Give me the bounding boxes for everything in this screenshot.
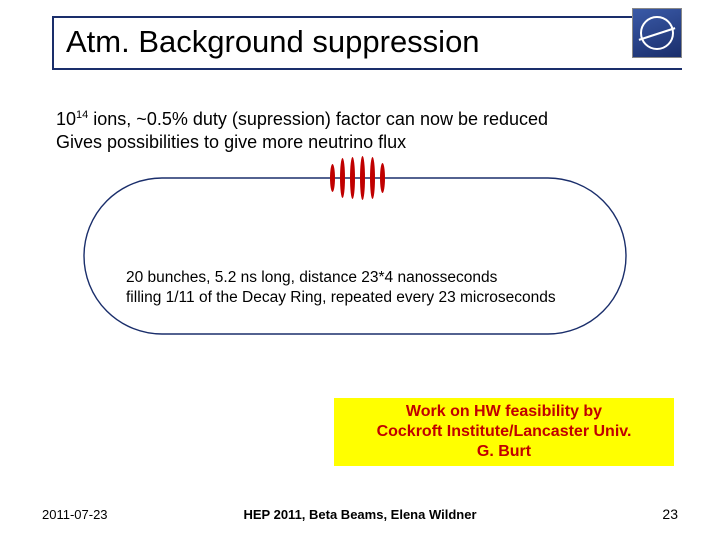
bunch (350, 157, 355, 199)
title-underline (52, 68, 682, 70)
body-line1-post: ions, ~0.5% duty (supression) factor can… (88, 109, 548, 129)
highlight-line2: Cockroft Institute/Lancaster Univ. (377, 422, 632, 442)
bunch (370, 157, 375, 199)
highlight-line1: Work on HW feasibility by (377, 402, 632, 422)
footer-center: HEP 2011, Beta Beams, Elena Wildner (0, 507, 720, 522)
slide-title: Atm. Background suppression (52, 24, 682, 60)
ring-caption-line1: 20 bunches, 5.2 ns long, distance 23*4 n… (126, 268, 556, 288)
body-line-2: Gives possibilities to give more neutrin… (56, 131, 548, 154)
highlight-line3: G. Burt (377, 442, 632, 462)
body-line-1: 1014 ions, ~0.5% duty (supression) facto… (56, 108, 548, 131)
bunch (360, 156, 365, 200)
body-line1-pre: 10 (56, 109, 76, 129)
cern-logo-ring (640, 16, 674, 50)
bunch-group (330, 156, 385, 200)
bunch (380, 163, 385, 193)
footer-page-number: 23 (662, 506, 678, 522)
ring-caption-line2: filling 1/11 of the Decay Ring, repeated… (126, 288, 556, 308)
bunch (340, 158, 345, 198)
bunch (330, 164, 335, 192)
cern-logo (632, 8, 682, 58)
body-line1-sup: 14 (76, 109, 88, 121)
ring-caption: 20 bunches, 5.2 ns long, distance 23*4 n… (126, 268, 556, 308)
decay-ring-diagram (80, 174, 630, 338)
highlight-text: Work on HW feasibility by Cockroft Insti… (377, 402, 632, 462)
body-text: 1014 ions, ~0.5% duty (supression) facto… (56, 108, 548, 155)
highlight-box: Work on HW feasibility by Cockroft Insti… (334, 398, 674, 466)
title-bar: Atm. Background suppression (52, 16, 682, 60)
